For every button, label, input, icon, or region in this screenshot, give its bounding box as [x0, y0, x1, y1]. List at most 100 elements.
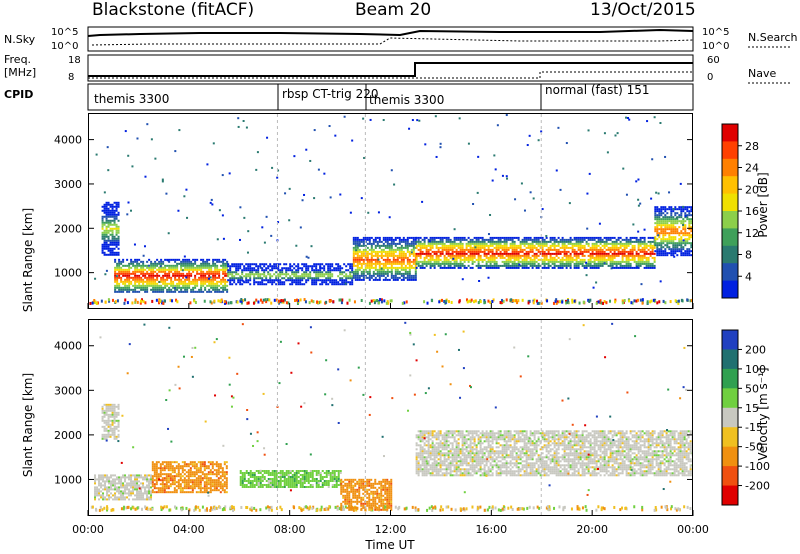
velocity-cell	[168, 508, 171, 512]
power-cell	[126, 272, 129, 275]
cpid-segment: normal (fast) 151	[545, 83, 649, 97]
power-cell	[202, 278, 205, 281]
power-cell	[122, 268, 125, 271]
velocity-cell	[198, 508, 201, 512]
velocity-cell	[134, 474, 137, 477]
freq-tick-low: 8	[68, 72, 74, 83]
power-cell	[459, 250, 462, 253]
power-cell	[305, 265, 308, 268]
power-cell	[660, 214, 663, 217]
power-cell	[465, 244, 468, 247]
power-cell	[358, 278, 361, 281]
power-cell	[150, 260, 153, 263]
power-cell	[321, 273, 324, 276]
velocity-cell	[95, 508, 98, 512]
power-cell	[437, 256, 440, 259]
power-cell	[531, 250, 534, 253]
power-cell	[467, 242, 470, 245]
power-cell	[212, 270, 215, 273]
power-cell	[271, 267, 274, 270]
power-cell	[374, 272, 377, 275]
power-cell	[251, 273, 254, 276]
velocity-cell	[120, 480, 123, 483]
velocity-cell	[146, 478, 149, 481]
power-cell	[109, 239, 112, 242]
power-cell	[144, 284, 147, 287]
power-cell	[555, 238, 558, 241]
velocity-cell	[94, 480, 97, 483]
power-cell	[111, 205, 114, 208]
power-cell	[285, 279, 288, 282]
velocity-cell	[563, 505, 566, 509]
power-cell	[382, 272, 385, 275]
power-cell	[117, 229, 120, 232]
power-cell	[623, 246, 626, 249]
power-cell	[427, 240, 430, 243]
power-cell	[154, 260, 157, 263]
velocity-cell	[430, 505, 433, 509]
power-cell	[664, 244, 667, 247]
power-cell	[107, 223, 110, 226]
power-cell	[255, 273, 258, 276]
power-cell	[431, 244, 434, 247]
power-cell	[654, 244, 657, 247]
power-cell	[686, 298, 689, 302]
velocity-cell	[122, 484, 125, 487]
power-cell	[656, 242, 659, 245]
power-cell	[408, 272, 411, 275]
power-cell	[513, 244, 516, 247]
velocity-cell	[109, 415, 112, 418]
power-cell	[118, 276, 121, 279]
power-cell	[585, 236, 588, 239]
velocity-cell	[150, 482, 153, 485]
power-cell	[563, 238, 566, 241]
velocity-cell	[674, 507, 677, 511]
power-cell	[447, 258, 450, 261]
power-cell	[235, 273, 238, 276]
power-cell	[358, 240, 361, 243]
power-cell	[140, 276, 143, 279]
power-cell	[595, 301, 598, 305]
velocity-cell	[104, 486, 107, 489]
power-cell	[688, 242, 691, 245]
power-cell	[412, 244, 415, 247]
power-cell	[132, 270, 135, 273]
power-cell	[406, 242, 409, 245]
power-cell	[553, 242, 556, 245]
power-cell	[303, 298, 306, 302]
power-cell	[103, 251, 106, 254]
power-cell	[585, 248, 588, 251]
power-cell	[216, 272, 219, 275]
power-cell	[689, 299, 692, 303]
power-cell	[281, 281, 284, 284]
power-cell	[465, 238, 468, 241]
power-cell	[255, 265, 258, 268]
power-cell	[684, 250, 687, 253]
power-cell	[377, 211, 380, 214]
power-cell	[140, 260, 143, 263]
power-cell	[166, 282, 169, 285]
power-cell	[263, 275, 266, 278]
power-cell	[427, 250, 430, 253]
power-cell	[329, 299, 332, 303]
power-cell	[649, 300, 652, 304]
power-cell	[688, 228, 691, 231]
power-cell	[138, 286, 141, 289]
power-cell	[559, 188, 562, 191]
power-cell	[690, 218, 692, 221]
power-cell	[345, 269, 348, 272]
power-cell	[115, 213, 118, 216]
velocity-cell	[660, 505, 663, 509]
power-cell	[637, 254, 640, 257]
power-cell	[489, 264, 492, 267]
velocity-cell	[136, 498, 139, 501]
velocity-cell	[114, 478, 117, 481]
power-cell	[477, 155, 480, 158]
power-cell	[509, 254, 512, 257]
power-cell	[285, 267, 288, 270]
power-cell	[523, 256, 526, 259]
power-cell	[563, 264, 566, 267]
power-cell	[233, 271, 236, 274]
power-cell	[378, 236, 381, 239]
power-cell	[168, 276, 171, 279]
